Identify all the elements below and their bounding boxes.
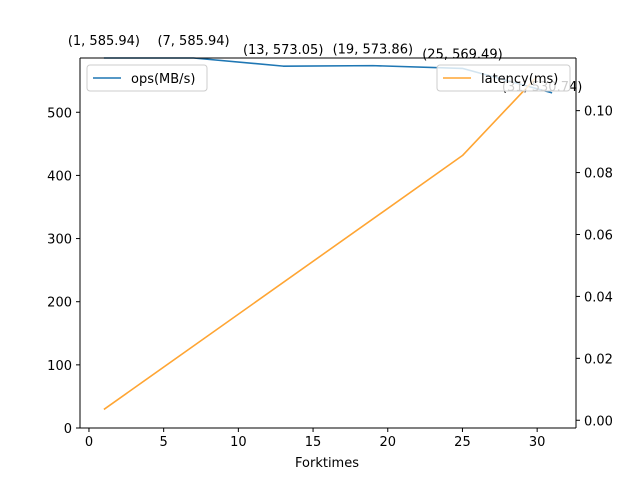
plot-frame bbox=[80, 58, 576, 428]
left-y-tick-label: 100 bbox=[47, 359, 72, 374]
left-y-tick-label: 400 bbox=[47, 169, 72, 184]
data-label-3: (13, 573.05) bbox=[243, 43, 323, 58]
x-tick-label: 20 bbox=[379, 435, 396, 450]
plot-background bbox=[80, 58, 576, 428]
left-y-tick-label: 0 bbox=[64, 422, 72, 437]
right-y-tick-label: 0.04 bbox=[584, 290, 613, 305]
legend-ops-box bbox=[86, 64, 208, 92]
left-y-tick-label: 500 bbox=[47, 106, 72, 121]
right-y-tick-label: 0.02 bbox=[584, 352, 613, 367]
x-tick-label: 15 bbox=[305, 435, 322, 450]
legend-latency-box bbox=[436, 64, 571, 92]
axes-layer: 0 5 10 15 20 25 3001002003004005000.000.020.04… bbox=[47, 57, 613, 450]
x-tick-label: 0 bbox=[85, 435, 93, 450]
data-label-2: (7, 585.94) bbox=[157, 34, 229, 49]
right-y-tick-label: 0.06 bbox=[584, 228, 613, 243]
x-axis-label: Forktimes bbox=[295, 456, 359, 471]
legend-ops: ops(MB/s) bbox=[86, 64, 208, 92]
right-y-tick-label: 0.00 bbox=[584, 414, 613, 429]
data-label-5: (25, 569.49) bbox=[422, 47, 502, 62]
legend-ops-label: ops(MB/s) bbox=[131, 72, 195, 87]
legend-latency-label: latency(ms) bbox=[481, 72, 558, 87]
data-label-4: (19, 573.86) bbox=[333, 43, 413, 58]
left-y-tick-label: 300 bbox=[47, 233, 72, 248]
data-label-1: (1, 585.94) bbox=[68, 34, 140, 49]
legend-latency: latency(ms) bbox=[436, 64, 571, 92]
left-y-tick-label: 200 bbox=[47, 296, 72, 311]
x-tick-label: 30 bbox=[529, 435, 546, 450]
right-y-tick-label: 0.08 bbox=[584, 167, 613, 182]
x-tick-label: 5 bbox=[160, 435, 168, 450]
x-tick-label: 10 bbox=[230, 435, 247, 450]
x-tick-label: 25 bbox=[454, 435, 471, 450]
right-y-tick-label: 0.10 bbox=[584, 105, 613, 120]
series-line-2 bbox=[103, 76, 538, 411]
